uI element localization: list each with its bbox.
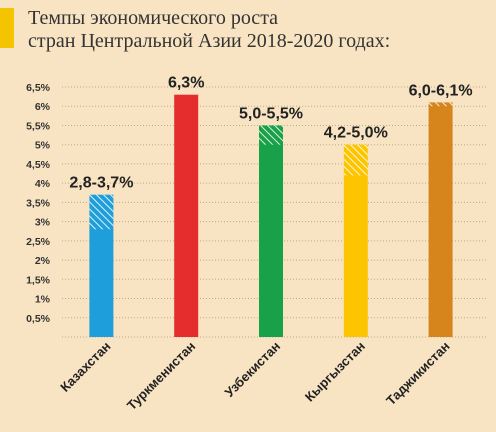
title-accent-bar: [0, 8, 14, 48]
data-label-2: 6,3%: [168, 75, 204, 92]
x-category-label-5: Таджикистан: [383, 339, 453, 409]
chart-title-line-2: стран Центральной Азии 2018-2020 годах:: [28, 30, 391, 52]
data-labels: 2,8-3,7% 6,3% 5,0-5,5% 4,2-5,0% 6,0-6,1%: [69, 75, 472, 192]
x-category-label-2: Туркменистан: [124, 339, 198, 413]
y-tick-label: 5%: [35, 140, 51, 152]
chart-title-line-1: Темпы экономического роста: [28, 7, 279, 29]
bars: [89, 94, 453, 337]
data-label-5: 6,0-6,1%: [409, 82, 473, 99]
y-tick-label: 6,5%: [26, 82, 51, 94]
bar-range-hatch-4: [343, 144, 368, 176]
y-tick-label: 3,5%: [26, 197, 51, 209]
y-tick-label: 2,5%: [26, 236, 51, 248]
y-axis-ticks: 0,5% 1% 1,5% 2% 2,5% 3% 3,5% 4% 4,5% 5% 5,5% 6% 6,5%: [26, 82, 51, 325]
x-category-label-4: Кыргызстан: [302, 339, 368, 405]
bar-range-hatch-3: [259, 125, 283, 145]
y-tick-label: 5,5%: [26, 120, 51, 132]
bar-range-hatch-1: [89, 194, 114, 230]
data-label-1: 2,8-3,7%: [69, 175, 133, 192]
y-tick-label: 1%: [35, 294, 51, 306]
y-tick-label: 4,5%: [26, 159, 51, 171]
y-tick-label: 3%: [35, 217, 51, 229]
y-tick-label: 2%: [35, 255, 51, 267]
y-tick-label: 4%: [35, 178, 51, 190]
x-axis-categories: Казахстан Туркменистан Узбекистан Кыргызста…: [57, 339, 452, 413]
bar-range-hatch-5: [428, 102, 453, 107]
y-tick-label: 0,5%: [26, 313, 51, 325]
x-category-label-3: Узбекистан: [222, 339, 284, 401]
bar-2: [174, 94, 199, 337]
bar-4: [343, 144, 368, 337]
data-label-3: 5,0-5,5%: [239, 105, 303, 122]
x-category-label-1: Казахстан: [57, 339, 113, 395]
y-tick-label: 6%: [35, 101, 51, 113]
bar-5: [428, 102, 453, 337]
y-tick-label: 1,5%: [26, 274, 51, 286]
bar-3: [259, 125, 283, 337]
data-label-4: 4,2-5,0%: [324, 125, 388, 142]
